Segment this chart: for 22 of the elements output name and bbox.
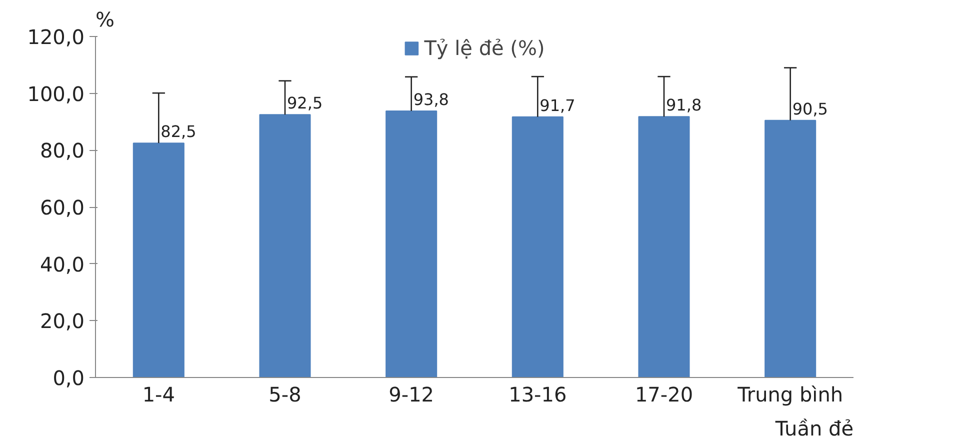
y-tick-label: 20,0: [40, 309, 84, 334]
x-axis-title: Tuần đẻ: [774, 416, 854, 440]
text: 91,8: [666, 96, 702, 115]
y-tick-label: 40,0: [40, 252, 84, 276]
y-tick-label: 0,0: [52, 366, 85, 390]
text: 82,5: [160, 122, 196, 142]
x-tick-label: 9-12: [388, 382, 434, 406]
text: 92,5: [287, 94, 323, 113]
text: 91,7: [540, 96, 576, 115]
x-tick-label: 1-4: [142, 382, 176, 406]
x-tick-label: Trung bình: [736, 382, 844, 406]
y-tick-label: 60,0: [40, 196, 84, 220]
x-tick-label: 13-16: [508, 382, 567, 406]
y-tick-label: 80,0: [40, 138, 84, 163]
y-tick-label: 100,0: [27, 82, 85, 106]
x-tick-label: 5-8: [268, 382, 302, 406]
text: 93,8: [413, 90, 449, 109]
y-axis-title: %: [96, 8, 115, 32]
text: 90,5: [792, 99, 828, 118]
x-tick-label: 17-20: [634, 382, 694, 406]
y-tick-label: 120,0: [27, 25, 85, 49]
legend-label: Tỷ lệ đẻ (%): [424, 36, 545, 60]
